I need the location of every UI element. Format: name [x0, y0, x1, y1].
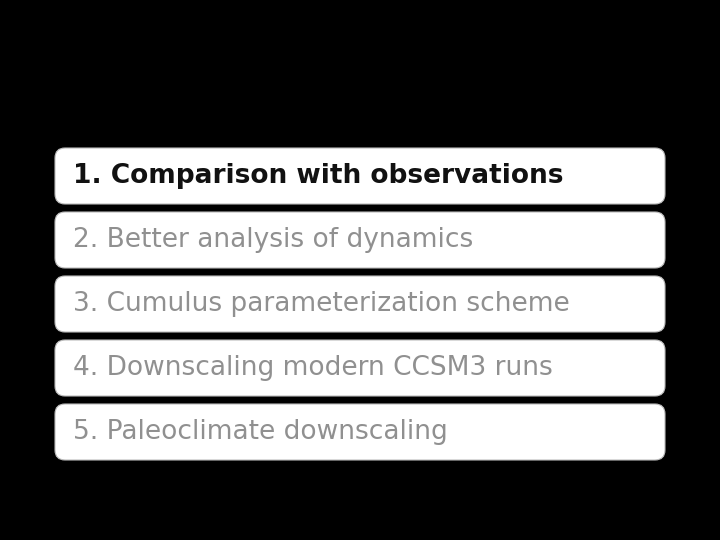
FancyBboxPatch shape [55, 404, 665, 460]
Text: 3. Cumulus parameterization scheme: 3. Cumulus parameterization scheme [73, 291, 570, 317]
FancyBboxPatch shape [55, 212, 665, 268]
FancyBboxPatch shape [55, 340, 665, 396]
FancyBboxPatch shape [55, 148, 665, 204]
FancyBboxPatch shape [55, 276, 665, 332]
Text: 5. Paleoclimate downscaling: 5. Paleoclimate downscaling [73, 419, 448, 445]
Text: 1. Comparison with observations: 1. Comparison with observations [73, 163, 564, 189]
Text: 2. Better analysis of dynamics: 2. Better analysis of dynamics [73, 227, 473, 253]
Text: 4. Downscaling modern CCSM3 runs: 4. Downscaling modern CCSM3 runs [73, 355, 553, 381]
